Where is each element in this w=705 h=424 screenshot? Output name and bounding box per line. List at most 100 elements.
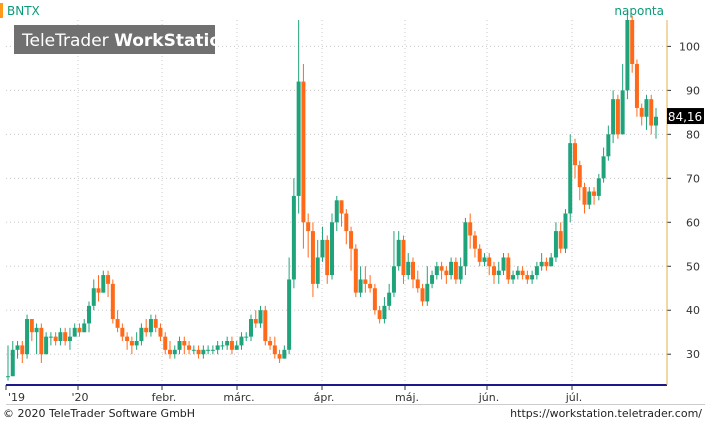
candle bbox=[134, 332, 139, 350]
y-tick-label: 50 bbox=[686, 260, 700, 273]
candle bbox=[215, 341, 220, 355]
candle-body bbox=[77, 327, 82, 333]
candle-body bbox=[82, 323, 87, 333]
candle-body bbox=[282, 349, 287, 359]
candle-body bbox=[244, 336, 249, 338]
candle bbox=[187, 341, 192, 355]
candle bbox=[630, 15, 635, 73]
candle-body bbox=[187, 345, 192, 350]
candle bbox=[449, 257, 454, 280]
candle bbox=[101, 270, 106, 293]
candle-body bbox=[234, 345, 239, 350]
y-tick-label: 100 bbox=[679, 40, 700, 53]
candle bbox=[573, 138, 577, 179]
candle-body bbox=[363, 279, 368, 284]
symbol-accent-bar bbox=[0, 3, 3, 18]
candle-body bbox=[534, 266, 539, 276]
candle bbox=[468, 213, 473, 249]
candle-body bbox=[129, 341, 134, 346]
candle-body bbox=[301, 81, 306, 223]
candle bbox=[430, 270, 435, 289]
candle bbox=[411, 257, 415, 289]
candle-body bbox=[634, 63, 639, 108]
candle bbox=[239, 332, 244, 350]
candle-body bbox=[415, 279, 420, 289]
candle-body bbox=[148, 319, 153, 333]
candle bbox=[177, 336, 182, 355]
candle bbox=[534, 261, 539, 280]
candle-body bbox=[349, 231, 354, 249]
candle bbox=[263, 305, 268, 346]
candle-body bbox=[563, 213, 568, 249]
watermark-light: TeleTrader bbox=[21, 31, 114, 51]
candle-body bbox=[63, 332, 68, 342]
candle bbox=[330, 213, 334, 280]
candle bbox=[229, 336, 234, 355]
candle bbox=[320, 226, 325, 262]
candle bbox=[258, 305, 263, 328]
candle bbox=[168, 341, 172, 359]
candle bbox=[115, 310, 120, 333]
candle-body bbox=[91, 288, 96, 306]
candle-body bbox=[453, 261, 458, 280]
x-tick-label: '20 bbox=[71, 391, 88, 404]
candle-body bbox=[372, 288, 377, 311]
candle-body bbox=[539, 261, 544, 267]
candle-body bbox=[34, 327, 39, 333]
candle-body bbox=[382, 305, 387, 320]
candle-body bbox=[330, 222, 334, 276]
candle bbox=[306, 213, 311, 258]
candle bbox=[10, 341, 15, 377]
candle-body bbox=[287, 279, 292, 350]
candle bbox=[615, 94, 620, 139]
candle-body bbox=[553, 231, 558, 258]
candle bbox=[649, 94, 654, 135]
candle bbox=[291, 178, 296, 289]
symbol-label: BNTX bbox=[7, 4, 40, 18]
candle bbox=[515, 266, 520, 280]
candle-body bbox=[387, 292, 392, 306]
candle bbox=[129, 336, 134, 355]
candle bbox=[91, 279, 96, 311]
website-link[interactable]: https://workstation.teletrader.com/ bbox=[510, 407, 702, 420]
candle-body bbox=[263, 310, 268, 342]
candle bbox=[482, 253, 487, 267]
candle bbox=[596, 173, 601, 201]
candle-body bbox=[201, 349, 206, 355]
candle bbox=[420, 283, 425, 306]
candle-body bbox=[277, 354, 282, 359]
candle bbox=[506, 253, 511, 284]
candle bbox=[315, 239, 320, 289]
candle bbox=[72, 323, 77, 337]
y-tick-label: 80 bbox=[686, 128, 700, 141]
candle-body bbox=[296, 81, 301, 196]
candle-body bbox=[39, 327, 44, 355]
candle bbox=[15, 341, 20, 359]
candle-body bbox=[110, 283, 115, 320]
candle bbox=[272, 336, 277, 359]
candle-body bbox=[272, 345, 277, 355]
candle-body bbox=[506, 257, 511, 280]
candle-body bbox=[515, 270, 520, 276]
x-tick-label: febr. bbox=[152, 391, 177, 404]
candle bbox=[592, 187, 597, 205]
candle-body bbox=[439, 266, 444, 271]
candle-body bbox=[487, 257, 492, 267]
candle bbox=[353, 244, 358, 298]
x-tick-label: ápr. bbox=[314, 391, 335, 404]
price-chart[interactable]: 30 40 50 60 70 80 90 100 '19 '20 febr. márc. ápr. máj… bbox=[0, 0, 705, 405]
candle-body bbox=[358, 279, 363, 293]
candle bbox=[6, 345, 10, 381]
candle bbox=[577, 160, 582, 201]
candle-body bbox=[334, 200, 339, 223]
candle bbox=[549, 253, 554, 267]
candle-body bbox=[53, 336, 58, 342]
candle bbox=[225, 336, 230, 350]
candle-body bbox=[377, 310, 382, 320]
candle bbox=[587, 187, 592, 210]
candle bbox=[539, 253, 544, 271]
candle-body bbox=[649, 99, 654, 126]
watermark-bold: WorkStation bbox=[114, 31, 233, 51]
candle bbox=[34, 323, 39, 355]
candle-body bbox=[320, 239, 325, 258]
